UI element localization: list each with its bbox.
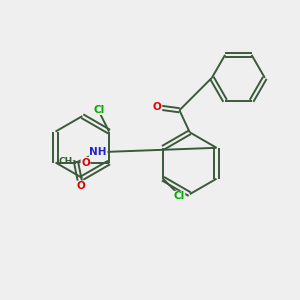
Text: O: O: [81, 158, 90, 167]
Text: Cl: Cl: [173, 191, 185, 201]
Text: O: O: [76, 181, 85, 191]
Text: NH: NH: [89, 147, 107, 157]
Text: CH₃: CH₃: [58, 157, 76, 166]
Text: O: O: [153, 102, 162, 112]
Text: Cl: Cl: [93, 104, 104, 115]
